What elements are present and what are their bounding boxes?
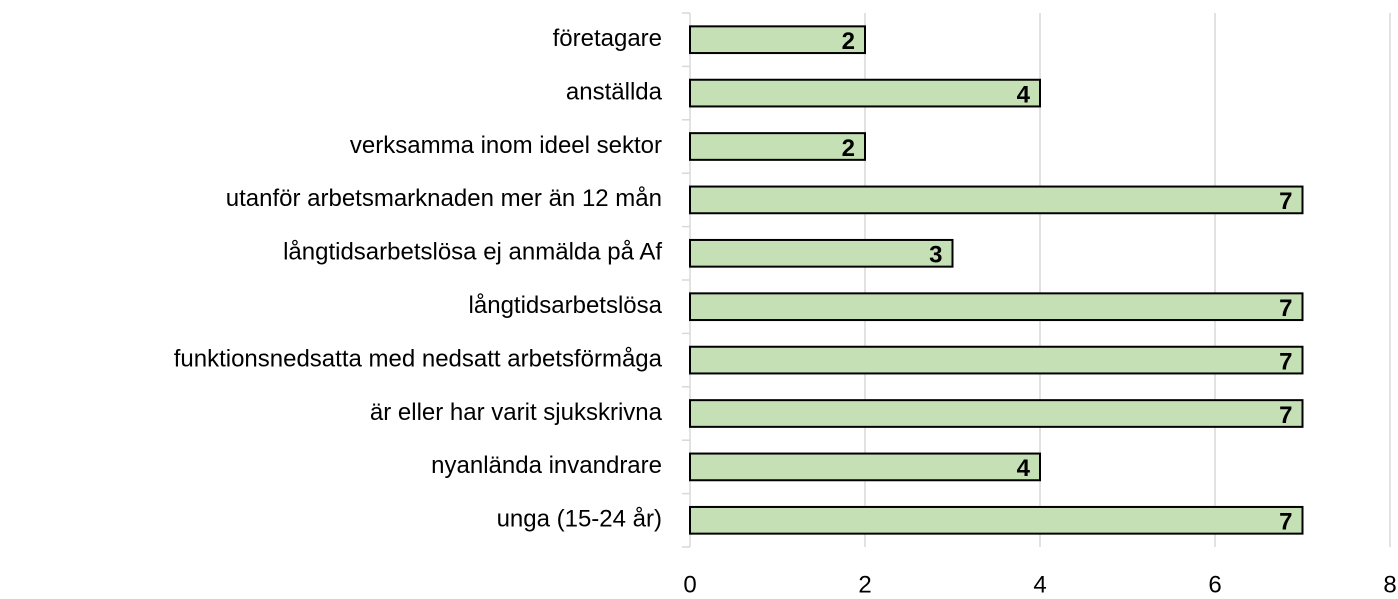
- bar: [689, 185, 1304, 215]
- value-label: 3: [929, 242, 942, 269]
- y-tick-label: utanför arbetsmarknaden mer än 12 mån: [226, 185, 662, 212]
- value-label: 7: [1279, 348, 1292, 375]
- y-tick-label: anställda: [566, 78, 663, 105]
- y-tick-label: företagare: [553, 25, 662, 52]
- bar: [689, 399, 1304, 428]
- value-label: 7: [1279, 402, 1292, 429]
- value-label: 7: [1279, 188, 1292, 215]
- bar: [689, 452, 1041, 482]
- x-tick-label: 4: [1033, 571, 1046, 598]
- bar: [689, 78, 1041, 108]
- value-label: 7: [1279, 509, 1292, 536]
- value-label: 2: [842, 28, 855, 55]
- x-tick-label: 0: [683, 571, 696, 598]
- value-label: 7: [1279, 295, 1292, 322]
- value-label: 4: [1017, 81, 1031, 108]
- y-tick-label: funktionsnedsatta med nedsatt arbetsförm…: [174, 345, 663, 372]
- x-tick-label: 6: [1208, 571, 1221, 598]
- value-label: 4: [1017, 455, 1031, 482]
- bar: [689, 25, 866, 55]
- bar: [689, 238, 954, 268]
- y-tick-label: långtidsarbetslösa ej anmälda på Af: [283, 239, 662, 266]
- bar: [689, 132, 866, 161]
- bar: [689, 292, 1304, 322]
- value-label: 2: [842, 135, 855, 162]
- x-tick-label: 2: [858, 571, 871, 598]
- y-tick-label: långtidsarbetslösa: [469, 292, 663, 319]
- x-tick-label: 8: [1383, 571, 1396, 598]
- y-tick-label: nyanlända invandrare: [431, 452, 662, 479]
- y-tick-label: unga (15-24 år): [497, 506, 662, 533]
- bar: [689, 345, 1304, 375]
- bar: [689, 505, 1304, 535]
- y-tick-label: verksamma inom ideel sektor: [350, 132, 662, 159]
- y-tick-label: är eller har varit sjukskrivna: [370, 399, 663, 426]
